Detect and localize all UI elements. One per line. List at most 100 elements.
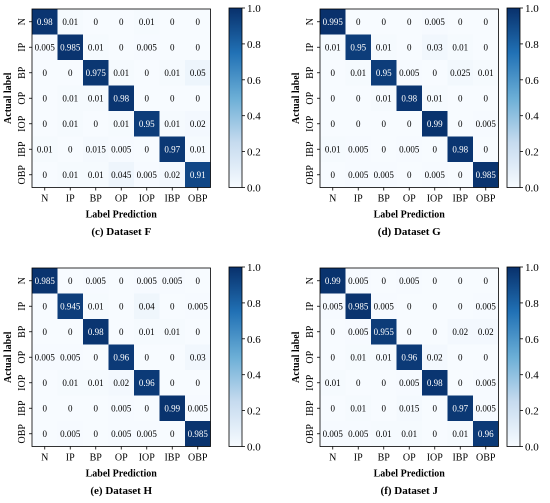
cell-value-label: 0 [458,119,463,129]
matrix-cell [473,370,499,396]
x-axis-title: Label Prediction [86,210,158,221]
matrix-cell [57,34,83,60]
cell-value-label: 0.01 [37,144,53,154]
matrix-cell [473,111,499,137]
matrix-cell [83,293,109,319]
matrix-cell [83,85,109,111]
cell-value-label: 0.03 [427,42,443,52]
colorbar-tick-label: 0.8 [525,39,539,51]
cell-value-label: 0.005 [323,301,344,311]
matrix-cell [57,319,83,345]
x-axis-title: Label Prediction [86,469,158,480]
matrix-cell [159,60,185,86]
cell-value-label: 0.01 [190,144,206,154]
y-axis-title: Actual label [3,331,14,383]
matrix-cell [320,85,346,111]
matrix-cell [371,319,397,345]
matrix-cell [422,60,448,86]
cell-value-label: 0 [94,429,99,439]
matrix-cell [185,319,211,345]
matrix-cell [83,344,109,370]
colorbar-tick-label: 0.2 [247,406,261,418]
matrix-cell [473,344,499,370]
matrix-cell [159,293,185,319]
matrix-cell [134,268,160,294]
y-tick-label: IOP [305,374,316,391]
cell-value-label: 0 [43,403,48,413]
matrix-cell [134,34,160,60]
matrix-cell [447,370,473,396]
cell-value-label: 0 [119,276,124,286]
cell-value-label: 0.01 [401,429,417,439]
x-axis-title: Label Prediction [374,210,446,221]
cell-value-label: 0.95 [376,68,392,78]
colorbar-tick-label: 0.2 [525,147,539,159]
cell-value-label: 0 [170,378,175,388]
colorbar-tick-label: 0.6 [525,75,539,87]
matrix-cell [447,162,473,188]
cell-value-label: 0.01 [325,378,341,388]
matrix-cell [447,293,473,319]
matrix-cell [108,85,134,111]
matrix-cell [32,319,58,345]
y-tick-label: IOP [17,374,28,391]
matrix-cell [134,293,160,319]
cell-value-label: 0 [484,144,489,154]
cell-value-label: 0.01 [376,93,392,103]
y-tick-label: IBP [17,141,28,157]
matrix-cell [422,34,448,60]
matrix-cell [396,9,422,35]
cell-value-label: 0.01 [139,17,155,27]
cell-value-label: 0.005 [476,301,497,311]
matrix-cell [345,268,371,294]
cell-value-label: 0 [68,327,73,337]
cell-value-label: 0.005 [188,301,209,311]
cell-value-label: 0.02 [164,170,180,180]
matrix-cell [396,344,422,370]
matrix-cell [108,344,134,370]
cell-value-label: 0.005 [374,301,395,311]
x-tick-label: IOP [139,453,156,464]
matrix-cell [83,370,109,396]
matrix-cell [83,111,109,137]
cell-value-label: 0 [94,403,99,413]
colorbar-tick-label: 0.6 [525,334,539,346]
matrix-cell [396,370,422,396]
matrix-cell [83,395,109,421]
cell-value-label: 0.005 [399,378,420,388]
cell-value-label: 0.005 [425,17,446,27]
cell-value-label: 0.005 [348,429,369,439]
matrix-cell [320,60,346,86]
matrix-cell [447,85,473,111]
matrix-cell [185,162,211,188]
cell-value-label: 0 [433,276,438,286]
matrix-cell [473,421,499,447]
cell-value-label: 0.96 [401,352,417,362]
x-tick-label: IBP [452,194,468,205]
matrix-cell [371,395,397,421]
cell-value-label: 0.015 [86,144,107,154]
matrix-cell [371,136,397,162]
matrix-cell [422,370,448,396]
matrix-cell [320,319,346,345]
cell-value-label: 0.005 [35,352,56,362]
x-axis-title: Label Prediction [374,469,446,480]
cell-value-label: 0.005 [348,144,369,154]
cell-value-label: 0.01 [62,93,78,103]
matrix-cell [185,9,211,35]
matrix-cell [83,421,109,447]
matrix-cell [159,268,185,294]
cell-value-label: 0.02 [452,327,468,337]
cell-value-label: 0.045 [111,170,132,180]
cell-value-label: 0 [331,68,336,78]
cell-value-label: 0 [170,93,175,103]
matrix-cell [396,85,422,111]
matrix-cell [185,34,211,60]
matrix-cell [396,34,422,60]
cell-value-label: 0.97 [452,403,468,413]
cell-value-label: 0 [458,378,463,388]
matrix-cell [57,268,83,294]
matrix-cell [83,9,109,35]
cell-value-label: 0.01 [113,119,129,129]
matrix-cell [447,34,473,60]
